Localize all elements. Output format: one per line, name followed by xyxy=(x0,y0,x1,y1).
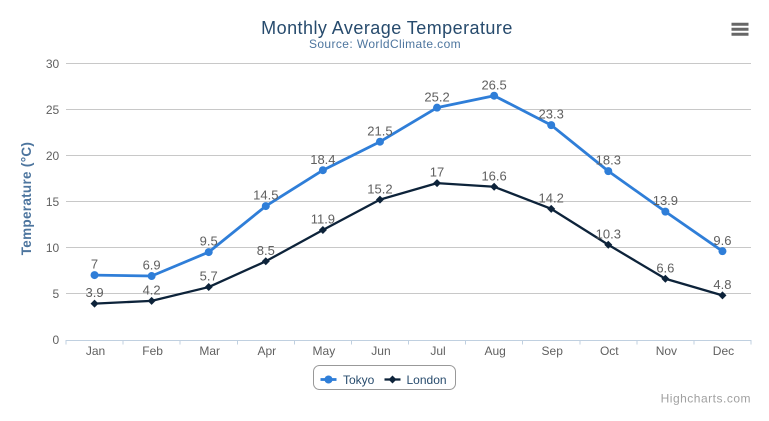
svg-text:Dec: Dec xyxy=(713,344,734,358)
svg-text:6.9: 6.9 xyxy=(143,258,161,273)
svg-text:Jan: Jan xyxy=(86,344,105,358)
svg-text:London: London xyxy=(407,373,447,387)
svg-text:18.3: 18.3 xyxy=(596,153,621,168)
svg-text:13.9: 13.9 xyxy=(653,193,678,208)
svg-text:23.3: 23.3 xyxy=(539,107,564,122)
svg-text:18.4: 18.4 xyxy=(310,152,335,167)
svg-text:25: 25 xyxy=(46,103,60,117)
svg-text:14.2: 14.2 xyxy=(539,190,564,205)
svg-text:May: May xyxy=(313,344,336,358)
svg-text:9.6: 9.6 xyxy=(713,233,731,248)
svg-text:8.5: 8.5 xyxy=(257,243,275,258)
svg-text:3.9: 3.9 xyxy=(86,285,104,300)
svg-text:0: 0 xyxy=(53,333,60,347)
svg-text:15: 15 xyxy=(46,195,60,209)
svg-text:Temperature (°C): Temperature (°C) xyxy=(19,142,34,255)
svg-text:10: 10 xyxy=(46,241,60,255)
svg-text:Highcharts.com: Highcharts.com xyxy=(661,392,751,406)
svg-text:30: 30 xyxy=(46,57,60,71)
svg-text:Jul: Jul xyxy=(430,344,445,358)
svg-text:5: 5 xyxy=(53,287,60,301)
svg-text:Jun: Jun xyxy=(371,344,390,358)
svg-text:15.2: 15.2 xyxy=(367,181,392,196)
svg-text:14.5: 14.5 xyxy=(253,188,278,203)
svg-text:11.9: 11.9 xyxy=(311,212,335,227)
svg-text:Feb: Feb xyxy=(142,344,163,358)
svg-text:Monthly Average Temperature: Monthly Average Temperature xyxy=(261,18,513,38)
svg-text:10.3: 10.3 xyxy=(596,226,621,241)
svg-text:21.5: 21.5 xyxy=(367,123,392,138)
svg-text:4.8: 4.8 xyxy=(713,277,731,292)
svg-text:26.5: 26.5 xyxy=(481,77,506,92)
svg-text:5.7: 5.7 xyxy=(200,269,218,284)
svg-text:Source: WorldClimate.com: Source: WorldClimate.com xyxy=(309,37,461,51)
svg-text:Sep: Sep xyxy=(542,344,564,358)
svg-text:16.6: 16.6 xyxy=(481,168,506,183)
svg-text:Nov: Nov xyxy=(656,344,677,358)
svg-text:Oct: Oct xyxy=(600,344,619,358)
svg-text:Tokyo: Tokyo xyxy=(343,373,375,387)
svg-text:Apr: Apr xyxy=(257,344,276,358)
svg-text:Aug: Aug xyxy=(484,344,505,358)
svg-text:9.5: 9.5 xyxy=(200,234,218,249)
svg-text:4.2: 4.2 xyxy=(143,282,161,297)
svg-text:7: 7 xyxy=(91,257,98,272)
svg-text:20: 20 xyxy=(46,149,60,163)
svg-text:Mar: Mar xyxy=(199,344,220,358)
svg-text:25.2: 25.2 xyxy=(424,89,449,104)
svg-text:17: 17 xyxy=(430,165,444,180)
svg-text:6.6: 6.6 xyxy=(656,260,674,275)
